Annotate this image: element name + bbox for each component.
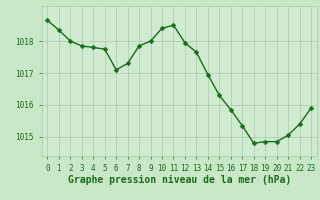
X-axis label: Graphe pression niveau de la mer (hPa): Graphe pression niveau de la mer (hPa) bbox=[68, 175, 291, 185]
